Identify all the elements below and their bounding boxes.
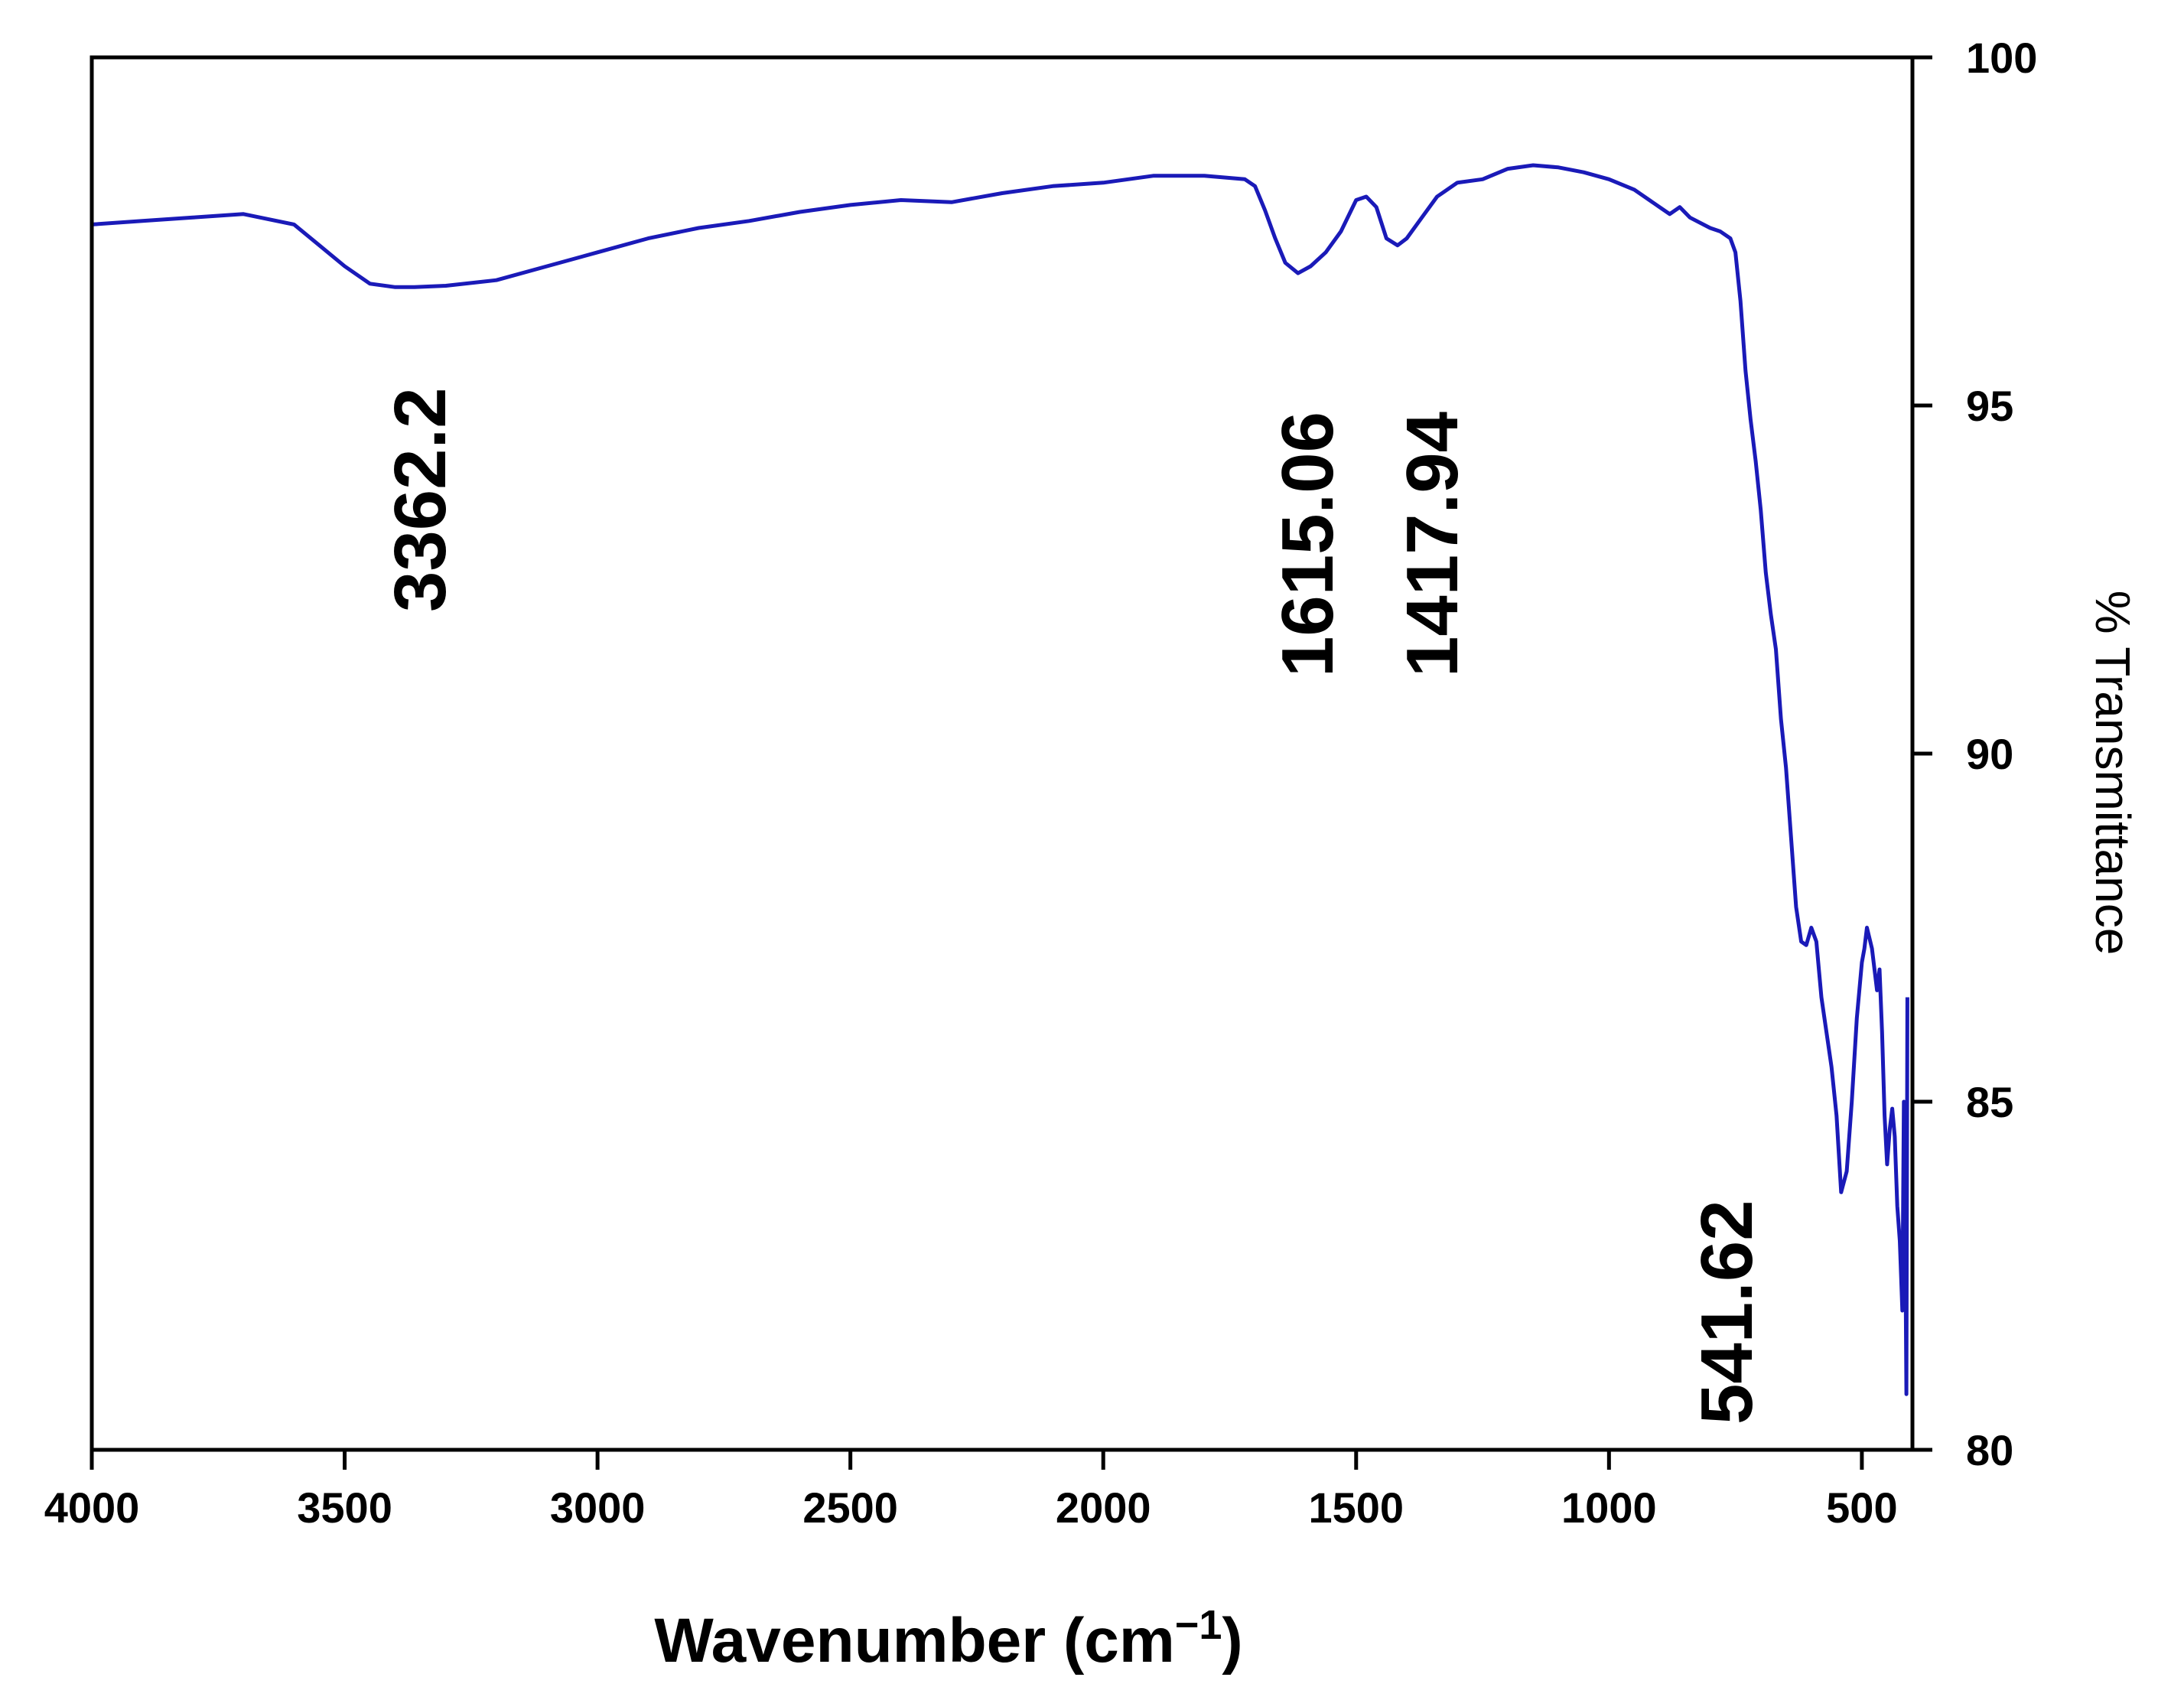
y-axis-ticks: 80 85 90 95 100 [1912,34,2037,1474]
x-tick-label-500: 500 [1826,1483,1897,1532]
peak-label-1615: 1615.06 [1267,412,1349,677]
y-axis-title: % Transmittance [2085,591,2140,956]
y-tick-label-95: 95 [1966,382,2013,430]
x-tick-label-2500: 2500 [802,1483,898,1532]
y-axis-title-text: % Transmittance [2085,591,2140,956]
peak-label-3362: 3362.2 [379,387,461,612]
y-tick-label-80: 80 [1966,1426,2013,1474]
y-tick-label-90: 90 [1966,730,2013,778]
x-axis-title-suffix: ) [1222,1606,1242,1676]
x-tick-label-3000: 3000 [550,1483,646,1532]
peak-label-3362-text: 3362.2 [379,387,461,612]
peak-label-1418-text: 1417.94 [1391,412,1473,677]
peak-label-1418: 1417.94 [1391,412,1473,677]
peak-label-541: 541.62 [1686,1200,1768,1425]
x-axis-title-superscript: −1 [1175,1602,1222,1648]
x-tick-label-4000: 4000 [44,1483,140,1532]
y-tick-label-100: 100 [1966,34,2037,82]
peak-label-1615-text: 1615.06 [1267,412,1349,677]
x-tick-label-3500: 3500 [297,1483,392,1532]
x-tick-label-1000: 1000 [1561,1483,1657,1532]
peak-label-541-text: 541.62 [1686,1200,1768,1425]
x-axis-title: Wavenumber (cm−1) [654,1602,1242,1676]
plot-frame [90,55,1915,1452]
y-tick-label-85: 85 [1966,1078,2013,1126]
x-tick-label-1500: 1500 [1308,1483,1404,1532]
x-axis-ticks: 4000 3500 3000 2500 2000 1500 1000 500 [44,1450,1898,1532]
x-axis-title-main: Wavenumber (cm [654,1606,1174,1676]
spectrum-series-line [91,163,1909,1396]
x-tick-label-2000: 2000 [1056,1483,1151,1532]
